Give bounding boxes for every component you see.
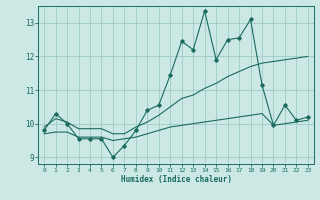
X-axis label: Humidex (Indice chaleur): Humidex (Indice chaleur)	[121, 175, 231, 184]
